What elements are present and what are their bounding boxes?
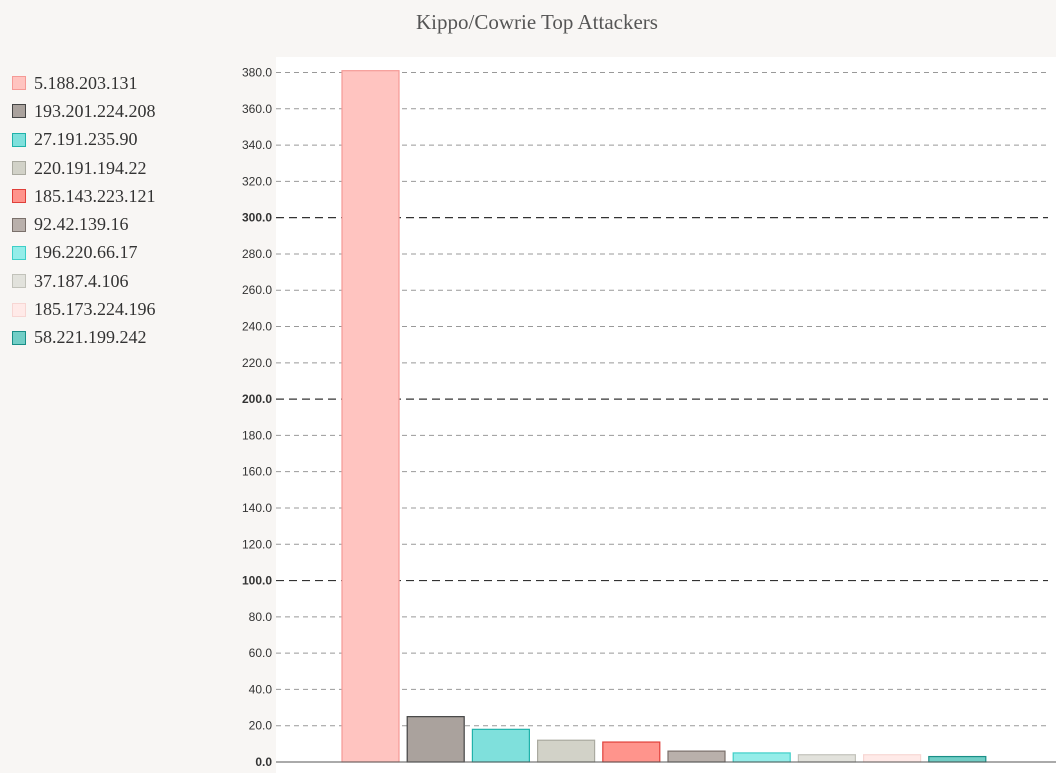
legend-label: 185.143.223.121 [34,185,156,206]
bar[interactable] [406,716,465,763]
bar[interactable] [667,750,726,763]
bars [341,70,987,763]
y-tick-label: 240.0 [242,320,272,334]
chart-legend: 5.188.203.131 193.201.224.208 27.191.235.9… [12,69,212,352]
legend-swatch [12,245,26,260]
grid-lines [276,72,1048,727]
y-tick-label: 360.0 [242,102,272,116]
y-tick-label: 340.0 [242,138,272,152]
legend-swatch [12,76,26,91]
y-tick-label: 200.0 [242,392,272,406]
y-axis-tick-labels: 0.0 20.0 40.0 60.0 80.0 100.0 120.0 140.0 160.0 1… [242,66,272,770]
legend-item[interactable]: 193.201.224.208 [12,97,212,125]
y-tick-label: 100.0 [242,574,272,588]
legend-item[interactable]: 220.191.194.22 [12,154,212,182]
bar[interactable] [602,741,661,763]
y-tick-label: 220.0 [242,356,272,370]
y-tick-label: 120.0 [242,537,272,551]
legend-item[interactable]: 185.173.224.196 [12,295,212,323]
y-tick-label: 20.0 [249,719,273,733]
legend-item[interactable]: 37.187.4.106 [12,267,212,295]
legend-swatch [12,217,26,232]
y-tick-label: 40.0 [249,682,273,696]
bar[interactable] [536,739,596,763]
y-tick-label: 280.0 [242,247,272,261]
plot-background [276,57,1056,773]
legend-label: 92.42.139.16 [34,214,129,235]
legend-item[interactable]: 58.221.199.242 [12,324,212,352]
legend-label: 193.201.224.208 [34,100,156,121]
y-tick-label: 300.0 [242,211,272,225]
legend-item[interactable]: 196.220.66.17 [12,239,212,267]
bar[interactable] [862,754,922,763]
y-tick-label: 140.0 [242,501,272,515]
bar[interactable] [797,754,857,763]
bar[interactable] [341,70,400,763]
y-tick-label: 60.0 [249,646,273,660]
y-tick-label: 380.0 [242,66,272,80]
legend-item[interactable]: 185.143.223.121 [12,182,212,210]
legend-item[interactable]: 5.188.203.131 [12,69,212,97]
legend-label: 27.191.235.90 [34,129,138,150]
bar[interactable] [732,752,791,763]
y-tick-label: 80.0 [249,610,273,624]
y-tick-label: 260.0 [242,283,272,297]
legend-swatch [12,302,26,317]
y-tick-label: 180.0 [242,428,272,442]
legend-swatch [12,161,26,176]
legend-label: 220.191.194.22 [34,157,147,178]
legend-swatch [12,132,26,147]
chart-title: Kippo/Cowrie Top Attackers [416,10,658,34]
legend-label: 196.220.66.17 [34,242,138,263]
y-tick-label: 160.0 [242,465,272,479]
legend-swatch [12,104,26,119]
legend-item[interactable]: 27.191.235.90 [12,126,212,154]
legend-label: 58.221.199.242 [34,327,147,348]
legend-label: 185.173.224.196 [34,299,156,320]
legend-label: 37.187.4.106 [34,270,129,291]
legend-swatch [12,330,26,345]
legend-label: 5.188.203.131 [34,72,138,93]
y-tick-label: 320.0 [242,174,272,188]
y-tick-label: 0.0 [255,755,272,769]
legend-swatch [12,189,26,204]
bar[interactable] [471,728,530,763]
bar[interactable] [928,755,987,763]
legend-item[interactable]: 92.42.139.16 [12,210,212,238]
legend-swatch [12,274,26,289]
